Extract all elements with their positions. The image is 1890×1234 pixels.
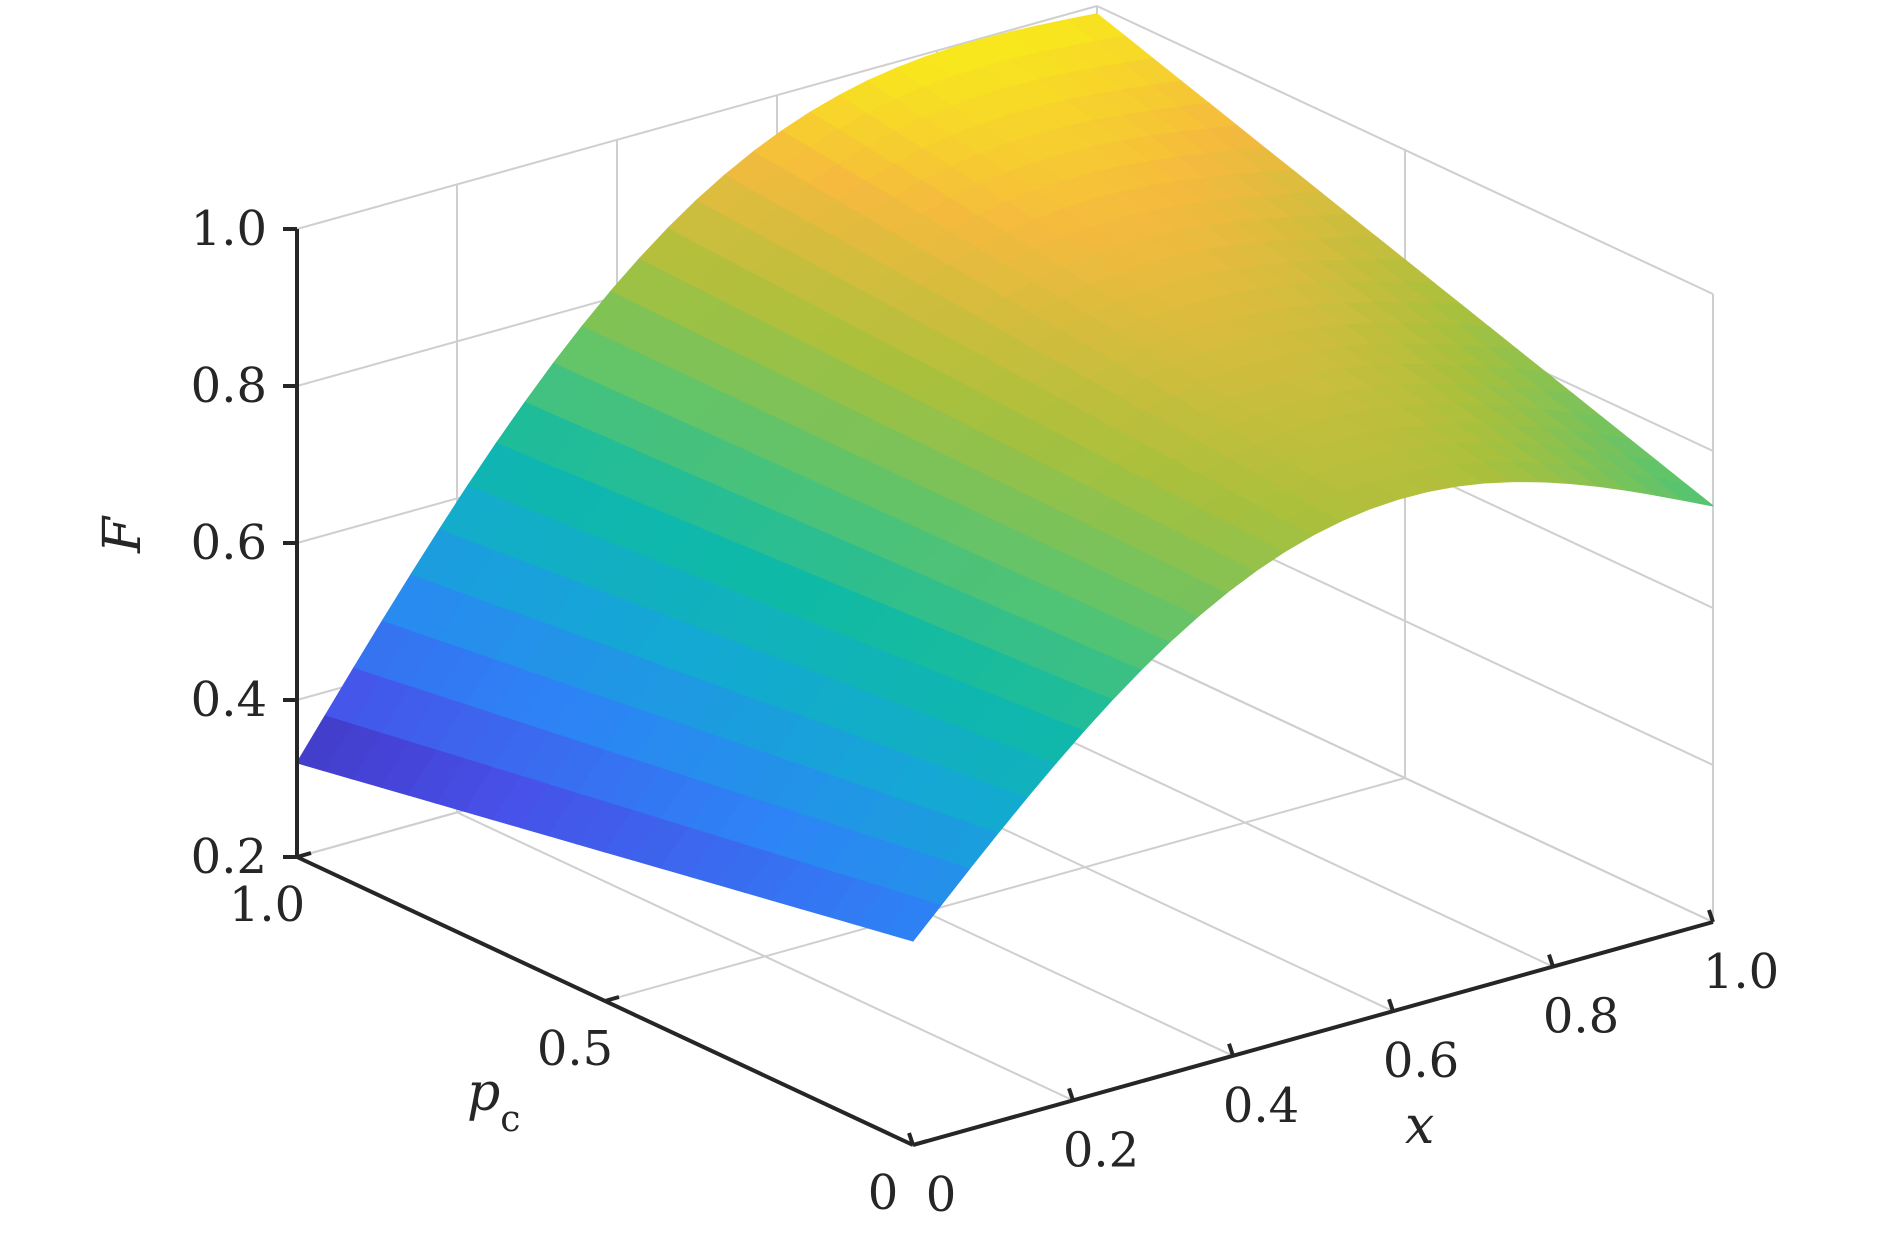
x-axis-line bbox=[912, 920, 1714, 1147]
pc-axis-label: pc bbox=[467, 1063, 520, 1140]
surface-patch bbox=[1656, 477, 1714, 507]
tick-labels: 00.20.40.60.81.000.51.00.20.40.60.81.0 bbox=[191, 201, 1780, 1223]
f-axis-label: F bbox=[93, 515, 153, 554]
pc-tick-label: 0.5 bbox=[537, 1021, 613, 1077]
x-tick-mark bbox=[1067, 1087, 1075, 1102]
x-tick-mark bbox=[1707, 909, 1715, 923]
right-wall-grid-line bbox=[1096, 633, 1714, 923]
pc-tick-mark bbox=[296, 851, 312, 859]
x-tick-label: 1.0 bbox=[1703, 944, 1779, 1000]
x-tick-label: 0.2 bbox=[1063, 1122, 1139, 1178]
x-tick-mark bbox=[1227, 1043, 1235, 1057]
f-tick-label: 1.0 bbox=[191, 201, 267, 257]
x-axis-label: x bbox=[1405, 1096, 1434, 1156]
surface-mesh bbox=[296, 13, 1714, 942]
axis-labels: x pc F bbox=[93, 515, 1434, 1156]
x-tick-label: 0 bbox=[926, 1167, 957, 1223]
x-tick-mark bbox=[907, 1132, 915, 1146]
f-tick-label: 0.6 bbox=[191, 515, 267, 571]
f-tick-label: 0.4 bbox=[191, 672, 267, 728]
right-wall-grid-line bbox=[1096, 5, 1714, 295]
f-tick-label: 0.2 bbox=[191, 829, 267, 885]
x-tick-mark bbox=[1547, 953, 1555, 968]
pc-tick-label: 1.0 bbox=[229, 877, 305, 933]
pc-tick-mark bbox=[912, 1139, 928, 1147]
x-tick-label: 0.6 bbox=[1383, 1033, 1459, 1089]
f-tick-label: 0.8 bbox=[191, 358, 267, 414]
x-tick-label: 0.4 bbox=[1223, 1078, 1299, 1134]
floor-grid-line bbox=[604, 777, 1406, 1002]
x-tick-mark bbox=[1387, 998, 1395, 1012]
x-tick-label: 0.8 bbox=[1543, 989, 1619, 1045]
back-wall-grid-line bbox=[296, 5, 1098, 230]
pc-tick-label: 0 bbox=[868, 1165, 899, 1221]
axes bbox=[283, 227, 1715, 1147]
pc-tick-mark bbox=[604, 995, 620, 1003]
